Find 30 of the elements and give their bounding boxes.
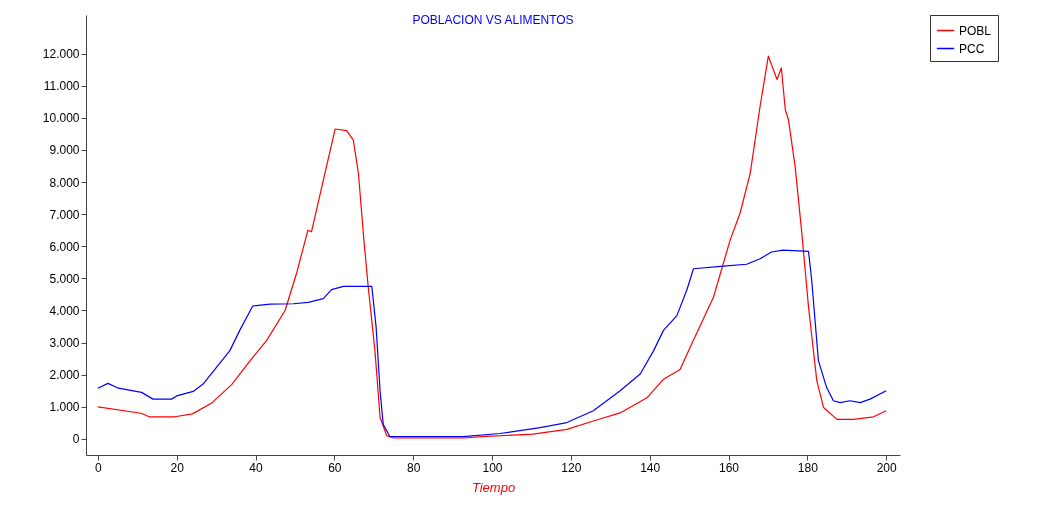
y-tick-label: 9.000 (49, 143, 80, 158)
y-tick-label: 8.000 (49, 175, 80, 190)
line-series (97, 55, 887, 439)
y-tick-label: 12.000 (42, 47, 80, 62)
x-tick-label: 0 (94, 460, 102, 475)
y-tick-label: 3.000 (49, 336, 80, 351)
x-tick-label: 40 (249, 460, 263, 475)
x-tick-label: 200 (876, 460, 898, 475)
chart-title: POBLACION VS ALIMENTOS (412, 12, 574, 27)
y-tick-label: 1.000 (49, 400, 80, 415)
y-tick-label: 4.000 (49, 303, 80, 318)
y-tick-label: 6.000 (49, 239, 80, 254)
legend-label: PCC (959, 41, 985, 56)
x-tick-label: 100 (482, 460, 503, 475)
y-tick-label: 2.000 (49, 368, 80, 383)
y-tick-label: 11.000 (43, 79, 80, 94)
line-series (97, 249, 887, 438)
legend-label: POBL (959, 23, 992, 38)
x-tick-label: 60 (328, 460, 342, 475)
x-tick-label: 120 (561, 460, 582, 475)
y-tick-label: 5.000 (49, 271, 80, 286)
y-tick-label: 0 (72, 432, 80, 447)
x-tick-label: 140 (640, 460, 661, 475)
x-tick-label: 80 (407, 460, 421, 475)
y-tick-label: 7.000 (49, 207, 80, 222)
x-axis-title: Tiempo (471, 479, 516, 495)
x-tick-label: 180 (797, 460, 819, 475)
y-tick-label: 10.000 (42, 111, 80, 126)
x-tick-label: 20 (170, 460, 185, 475)
x-tick-label: 160 (719, 460, 740, 475)
